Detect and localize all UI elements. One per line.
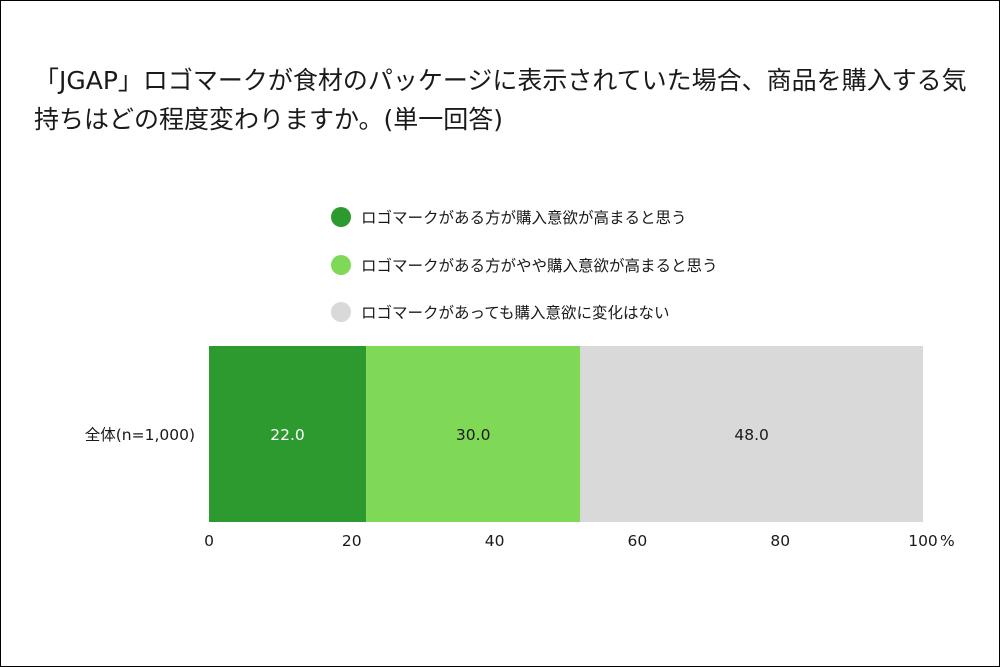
x-tick-label: 80 [770,532,790,550]
data-label-1: 22.0 [270,426,305,444]
x-axis-unit: % [940,532,955,550]
bar-segment-3 [580,346,923,522]
legend-swatch-somewhat [331,254,351,275]
legend-label-strong: ロゴマークがある方が購入意欲が高まると思う [361,209,687,227]
x-tick-label: 40 [485,532,505,550]
bar-segment-1 [209,346,367,522]
legend-label-somewhat: ロゴマークがある方がやや購入意欲が高まると思う [361,256,718,275]
chart-legend: ロゴマークがある方が購入意欲が高まると思う ロゴマークがある方がやや購入意欲が高… [331,205,718,348]
bar-segment-2 [366,346,581,522]
legend-item-strong: ロゴマークがある方が購入意欲が高まると思う [331,205,718,229]
data-label-2: 30.0 [456,426,491,444]
data-label-3: 48.0 [734,426,769,444]
x-tick-label: 100 [908,532,938,550]
x-tick-label: 20 [342,532,362,550]
category-label: 全体(n=1,000) [85,426,195,444]
legend-label-no-change: ロゴマークがあっても購入意欲に変化はない [361,304,670,322]
chart-title: 「JGAP」ロゴマークが食材のパッケージに表示されていた場合、商品を購入する気持… [34,66,967,134]
legend-swatch-no-change [331,302,351,322]
x-tick-label: 0 [204,532,214,550]
legend-swatch-strong [331,207,351,227]
legend-item-no-change: ロゴマークがあっても購入意欲に変化はない [331,300,718,324]
x-tick-label: 60 [628,532,648,550]
legend-item-somewhat: ロゴマークがある方がやや購入意欲が高まると思う [331,253,718,277]
